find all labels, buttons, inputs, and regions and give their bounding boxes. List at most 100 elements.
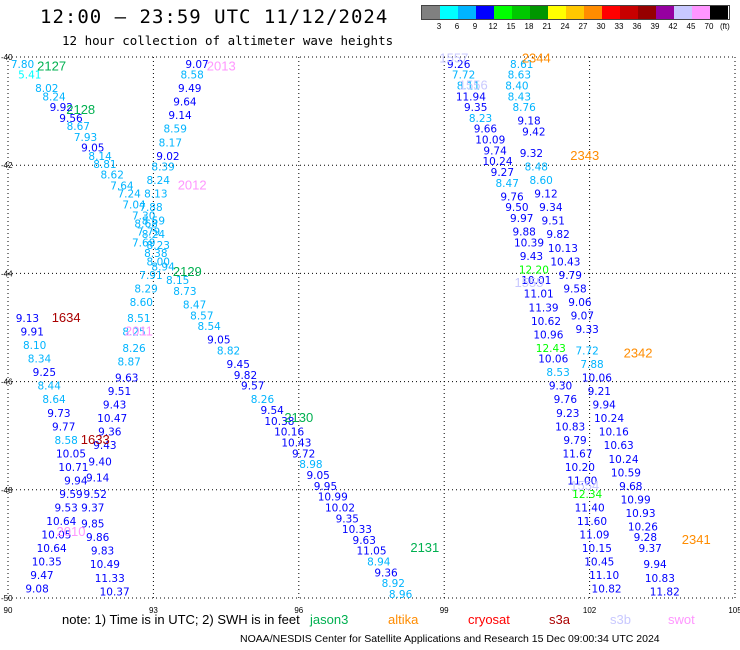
wave-height-value: 10.24 — [594, 413, 624, 425]
pass-number-label: 2129 — [173, 264, 202, 279]
wave-height-value: 10.64 — [46, 516, 76, 528]
legend-label: 42 — [668, 22, 678, 31]
wave-height-value: 8.47 — [496, 178, 519, 190]
wave-height-value: 9.33 — [575, 324, 598, 336]
wave-height-value: 9.95 — [314, 481, 337, 493]
wave-height-value: 9.43 — [103, 400, 126, 412]
wave-height-value: 10.15 — [582, 543, 612, 555]
wave-height-value: 11.39 — [529, 302, 559, 314]
wave-height-value: 9.42 — [522, 126, 545, 138]
wave-height-value: 8.60 — [130, 297, 153, 309]
lat-tick-label: -44 — [1, 269, 13, 278]
wave-height-value: 9.83 — [91, 546, 114, 558]
wave-height-value: 9.30 — [549, 381, 572, 393]
wave-height-value: 10.45 — [584, 557, 614, 569]
wave-height-value: 10.59 — [611, 467, 641, 479]
wave-height-value: 9.51 — [108, 386, 131, 398]
legend-swatches — [421, 5, 730, 20]
wave-height-value: 9.94 — [643, 559, 667, 571]
wave-height-value: 10.99 — [318, 492, 348, 504]
wave-height-value: 8.63 — [508, 70, 531, 82]
wave-height-value: 8.51 — [127, 313, 150, 325]
wave-height-value: 7.04 — [122, 199, 146, 211]
legend-label: 30 — [596, 22, 606, 31]
wave-height-value: 10.20 — [565, 462, 595, 474]
wave-height-value: 8.62 — [101, 170, 124, 182]
wave-height-value: 5.41 — [18, 70, 41, 82]
wave-height-value: 10.16 — [599, 427, 629, 439]
wave-height-value: 8.87 — [117, 356, 140, 368]
wave-height-value: 9.66 — [474, 124, 498, 136]
wave-height-value: 9.18 — [517, 116, 540, 128]
wave-height-value: 7.30 — [132, 210, 155, 222]
wave-height-value: 9.49 — [178, 83, 201, 95]
wave-height-value: 9.37 — [638, 543, 661, 555]
legend-unit: (ft) — [720, 22, 730, 31]
wave-height-value: 10.01 — [521, 275, 551, 287]
legend-label: 12 — [488, 22, 498, 31]
wave-height-value: 9.26 — [447, 59, 471, 71]
wave-height-value: 10.37 — [100, 586, 130, 598]
wave-height-value: 9.79 — [563, 435, 586, 447]
wave-height-value: 11.94 — [456, 91, 486, 103]
wave-height-value: 9.36 — [98, 427, 122, 439]
wave-height-value: 7.88 — [139, 202, 162, 214]
wave-height-value: 9.07 — [185, 59, 208, 71]
wave-height-value: 10.62 — [531, 316, 561, 328]
wave-height-value: 9.79 — [559, 270, 582, 282]
wave-height-value: 8.13 — [144, 189, 167, 201]
wave-height-value: 9.57 — [241, 381, 264, 393]
wave-height-value: 8.23 — [469, 113, 492, 125]
pass-number-label: 2010 — [57, 524, 86, 539]
wave-height-value: 8.53 — [546, 367, 569, 379]
wave-height-value: 7.88 — [580, 359, 603, 371]
wave-height-value: 9.73 — [47, 408, 70, 420]
wave-height-value: 9.32 — [520, 148, 543, 160]
wave-height-value: 11.60 — [577, 516, 607, 528]
wave-height-value: 9.05 — [207, 335, 230, 347]
legend-label: 27 — [578, 22, 588, 31]
wave-height-value: 10.71 — [58, 462, 88, 474]
wave-height-value: 10.02 — [325, 502, 355, 514]
legend-swatch — [512, 6, 530, 19]
legend-swatch — [422, 6, 440, 19]
wave-height-value: 9.82 — [234, 370, 257, 382]
wave-height-value: 8.67 — [67, 121, 90, 133]
wave-height-value: 10.93 — [625, 508, 655, 520]
wave-height-value: 7.69 — [132, 237, 155, 249]
lon-tick-label: 96 — [294, 606, 303, 615]
wave-height-value: 7.72 — [575, 346, 598, 358]
sat-label-cryosat: cryosat — [468, 612, 510, 627]
wave-height-value: 9.50 — [505, 202, 528, 214]
pass-number-label: 1554 — [570, 478, 599, 493]
wave-height-value: 9.63 — [115, 373, 138, 385]
wave-height-value: 8.60 — [529, 175, 552, 187]
wave-height-value: 12.43 — [536, 343, 566, 355]
pass-number-label: 2344 — [522, 50, 551, 65]
wave-height-value: 10.83 — [555, 421, 585, 433]
wave-height-value: 8.58 — [54, 435, 77, 447]
wave-height-value: 8.26 — [251, 394, 275, 406]
wave-height-value: 8.29 — [134, 283, 157, 295]
pass-number-label: 2343 — [570, 148, 599, 163]
wave-height-value: 9.14 — [168, 110, 192, 122]
wave-height-value: 9.88 — [512, 227, 535, 239]
lat-tick-label: -42 — [1, 161, 13, 170]
wave-height-value: 8.14 — [88, 151, 112, 163]
wave-height-value: 8.57 — [190, 310, 213, 322]
wave-height-value: 8.24 — [42, 91, 66, 103]
legend-swatch — [476, 6, 494, 19]
wave-height-value: 12.34 — [572, 489, 602, 501]
lat-tick-label: -48 — [1, 486, 13, 495]
wave-height-value: 11.09 — [579, 529, 609, 541]
legend-swatch — [638, 6, 656, 19]
wave-height-value: 8.38 — [144, 248, 167, 260]
wave-height-value: 8.15 — [166, 275, 189, 287]
pass-number-label: 2131 — [410, 540, 439, 555]
wave-height-value: 9.07 — [571, 310, 594, 322]
legend-label: 15 — [506, 22, 516, 31]
wave-height-value: 8.24 — [142, 229, 166, 241]
wave-height-value: 7.79 — [137, 227, 160, 239]
wave-height-value: 9.63 — [353, 535, 376, 547]
